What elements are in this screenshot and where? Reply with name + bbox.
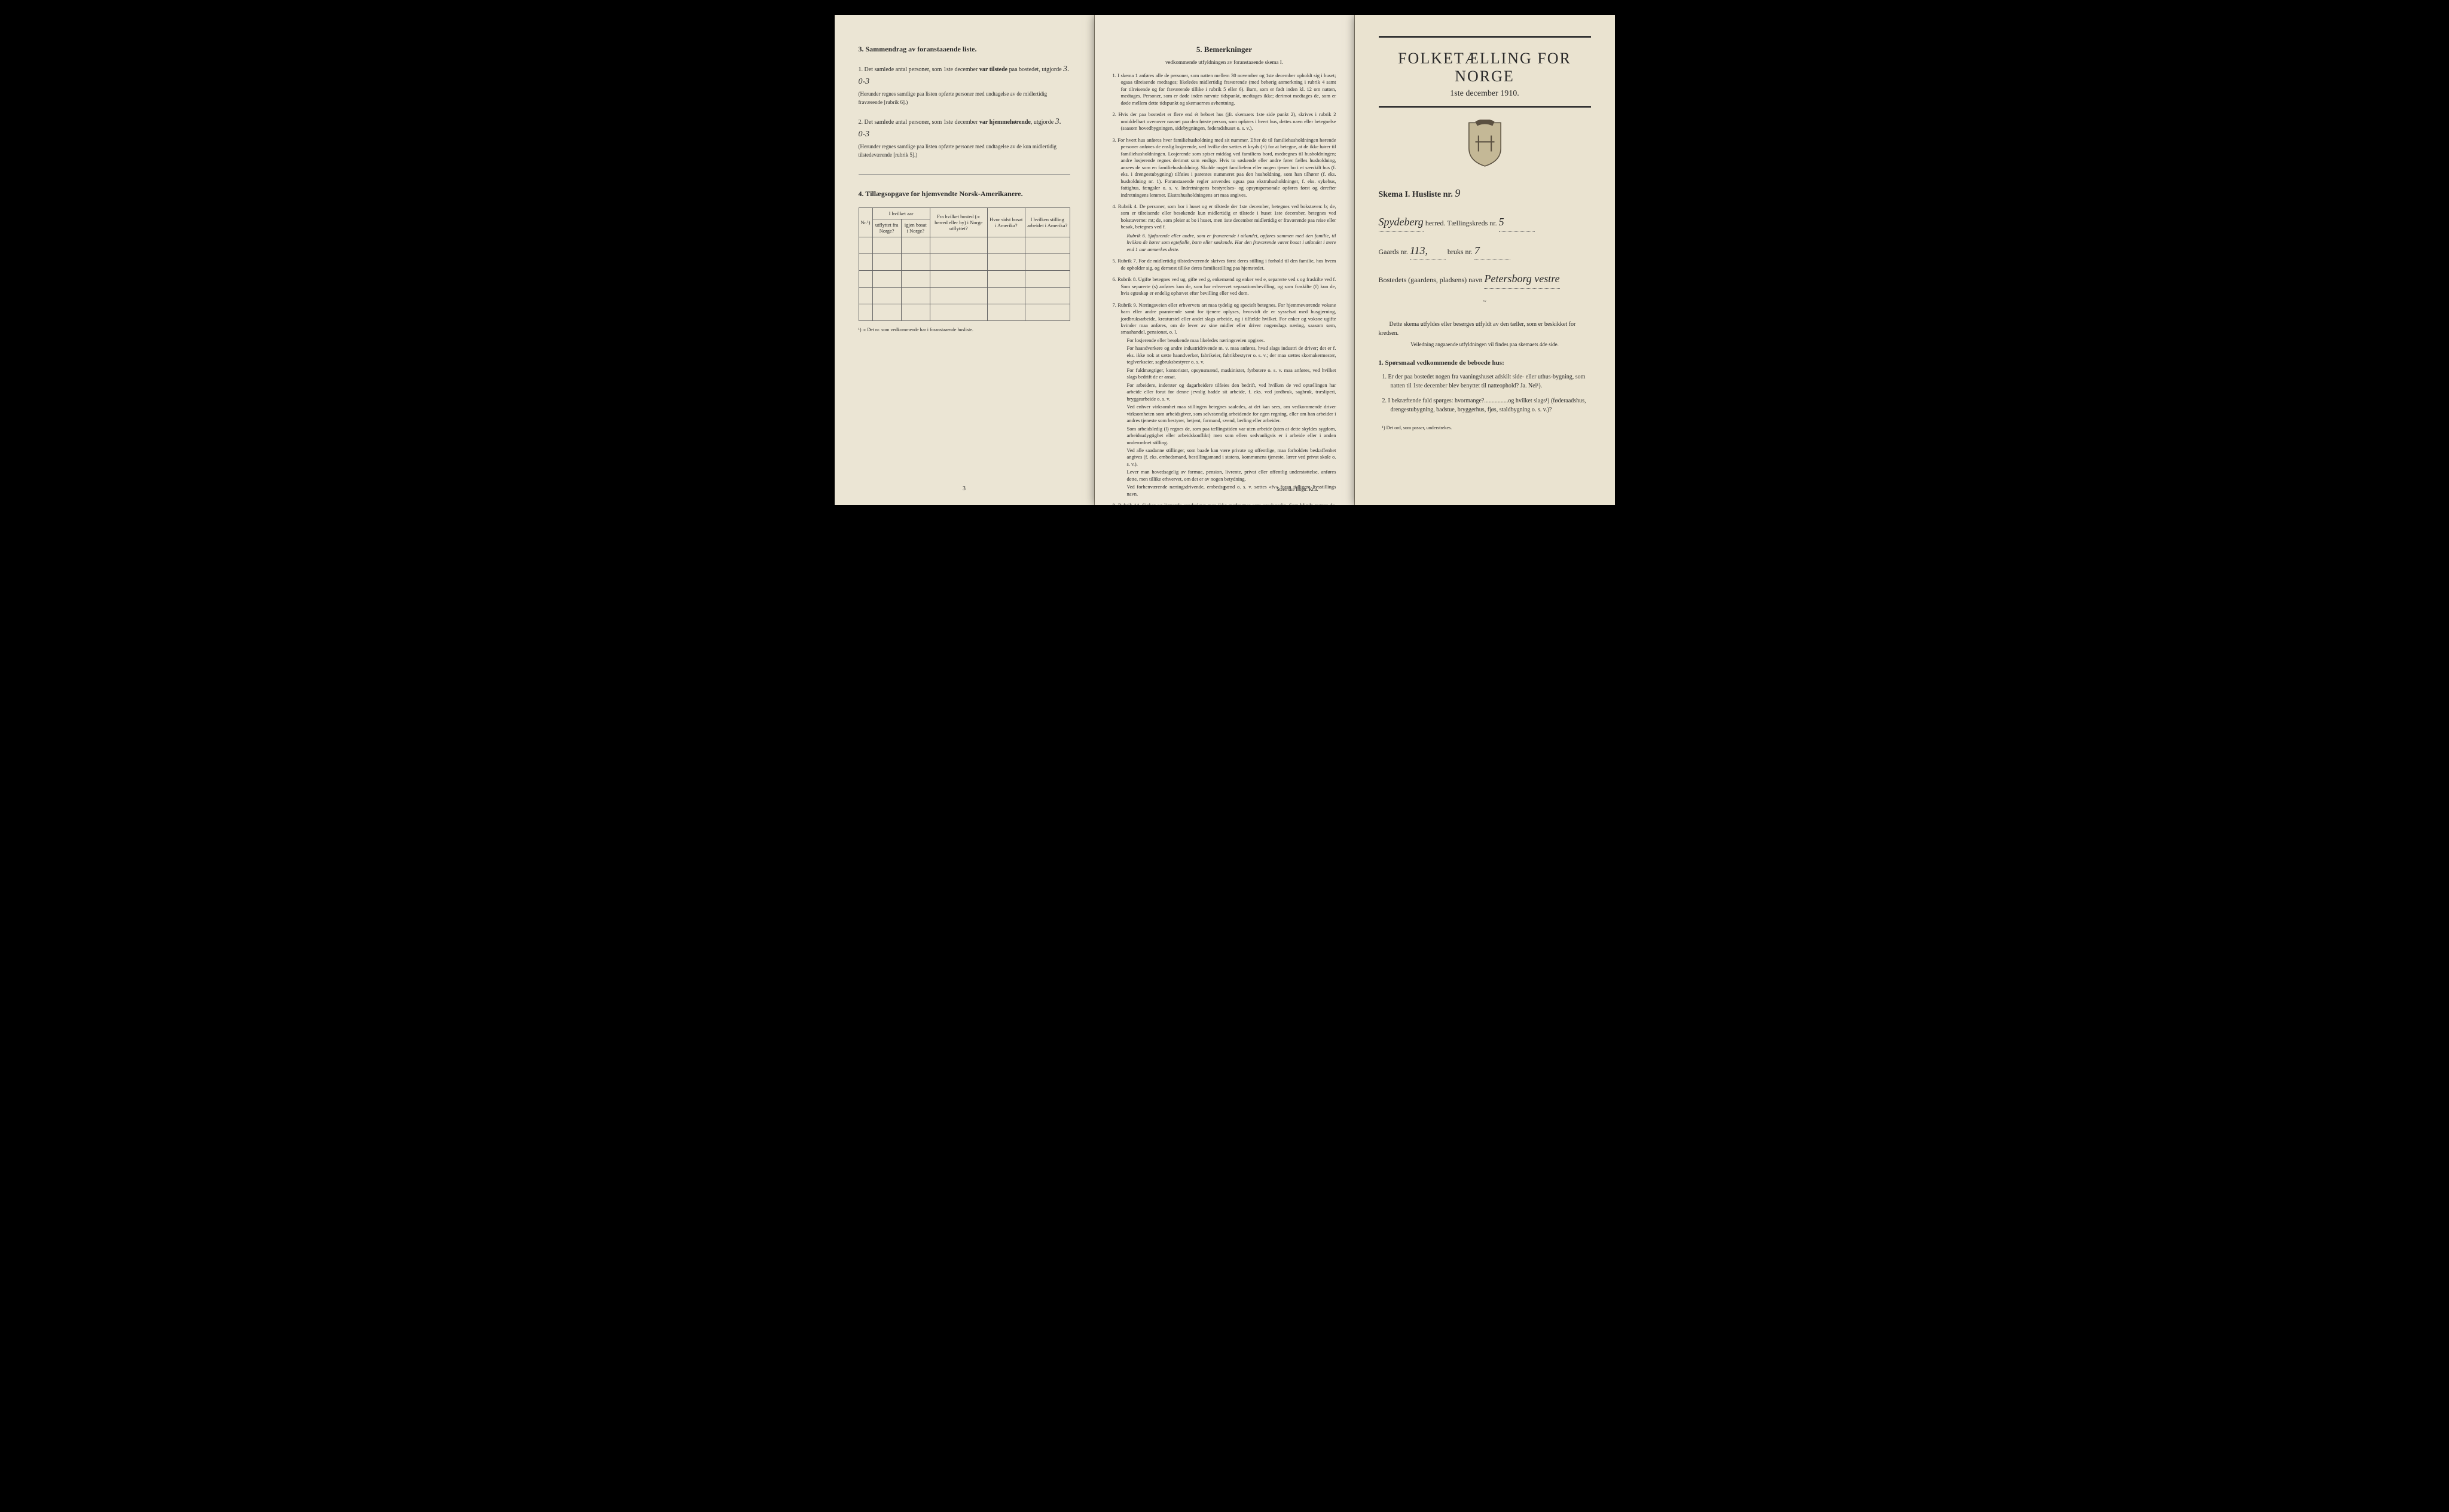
note: (Herunder regnes samtlige paa listen opf…	[859, 143, 1070, 159]
remark-5: 5. Rubrik 7. For de midlertidig tilstede…	[1113, 258, 1336, 271]
printer-mark: Steen'ske Bogtr. Kr.a.	[1277, 487, 1318, 492]
page-number: 3	[963, 485, 966, 492]
page-4: 5. Bemerkninger vedkommende utfyldningen…	[1095, 15, 1355, 505]
text: 4. Rubrik 4. De personer, som bor i huse…	[1113, 203, 1336, 230]
section-4-heading: 4. Tillægsopgave for hjemvendte Norsk-Am…	[859, 190, 1070, 198]
text: , utgjorde	[1031, 119, 1055, 126]
summary-item-1: 1. Det samlede antal personer, som 1ste …	[859, 63, 1070, 106]
guidance-text: Veiledning angaaende utfyldningen vil fi…	[1379, 341, 1591, 347]
subpara: For fuldmægtiger, kontorister, opsynsmæn…	[1121, 367, 1336, 381]
table-row	[859, 270, 1070, 287]
col-header: Fra hvilket bosted (ɔ: herred eller by) …	[930, 208, 987, 237]
question-1: 1. Er der paa bostedet nogen fra vaaning…	[1379, 372, 1591, 390]
text-bold: var hjemmehørende	[979, 119, 1031, 126]
handwritten-value: 9	[1455, 187, 1460, 199]
text: 7. Rubrik 9. Næringsveien eller erhverve…	[1113, 302, 1336, 335]
col-header: utflyttet fra Norge?	[872, 219, 901, 237]
label: bruks nr.	[1448, 248, 1473, 256]
remark-3: 3. For hvert hus anføres hver familiehus…	[1113, 137, 1336, 198]
footnote: ¹) ɔ: Det nr. som vedkommende har i fora…	[859, 327, 1070, 332]
remark-8: 8. Rubrik 14. Sinker og lignende aandssl…	[1113, 502, 1336, 505]
remark-4: 4. Rubrik 4. De personer, som bor i huse…	[1113, 203, 1336, 253]
col-header: Hvor sidst bosat i Amerika?	[987, 208, 1025, 237]
footnote: ¹) Det ord, som passer, understrekes.	[1379, 425, 1591, 430]
herred-line: Spydeberg herred. Tællingskreds nr. 5	[1379, 213, 1591, 232]
handwritten-value: 113,	[1410, 242, 1446, 261]
text: 2. Det samlede antal personer, som 1ste …	[859, 119, 979, 126]
remark-2: 2. Hvis der paa bostedet er flere end ét…	[1113, 111, 1336, 132]
section-5-heading: 5. Bemerkninger	[1113, 45, 1336, 54]
skema-line: Skema I. Husliste nr. 9	[1379, 187, 1591, 200]
section-3-heading: 3. Sammendrag av foranstaaende liste.	[859, 45, 1070, 54]
col-header: I hvilket aar	[872, 208, 930, 219]
page-number: 4	[1223, 485, 1226, 492]
remark-7: 7. Rubrik 9. Næringsveien eller erhverve…	[1113, 302, 1336, 498]
handwritten-value: 7	[1474, 242, 1510, 261]
rule	[1379, 106, 1591, 108]
emigrant-table: Nr.¹) I hvilket aar Fra hvilket bosted (…	[859, 207, 1070, 332]
divider	[859, 174, 1070, 175]
rule	[1379, 36, 1591, 38]
label: herred. Tællingskreds nr.	[1425, 219, 1497, 227]
subpara: For haandverkere og andre industridriven…	[1121, 345, 1336, 365]
handwritten-value: Spydeberg	[1379, 213, 1424, 232]
intro-text: Dette skema utfyldes eller besørges utfy…	[1379, 320, 1591, 338]
rubrik-6: Rubrik 6. Sjøfarende eller andre, som er…	[1121, 233, 1336, 253]
question-2: 2. I bekræftende fald spørges: hvormange…	[1379, 396, 1591, 414]
subpara: Ved enhver virksomhet maa stillingen bet…	[1121, 404, 1336, 424]
table-row	[859, 237, 1070, 253]
table-row	[859, 304, 1070, 320]
remark-1: 1. I skema 1 anføres alle de personer, s…	[1113, 72, 1336, 106]
census-title: FOLKETÆLLING FOR NORGE	[1379, 50, 1591, 85]
handwritten-value: 5	[1499, 213, 1535, 232]
gaard-line: Gaards nr. 113, bruks nr. 7	[1379, 242, 1591, 261]
col-header: igjen bosat i Norge?	[901, 219, 930, 237]
table-row	[859, 287, 1070, 304]
text: 1. Det samlede antal personer, som 1ste …	[859, 66, 979, 73]
subpara: Som arbeidsledig (l) regnes de, som paa …	[1121, 426, 1336, 446]
handwritten-value: Petersborg vestre	[1484, 270, 1559, 289]
label: Bostedets (gaardens, pladsens) navn	[1379, 276, 1483, 284]
page-title: FOLKETÆLLING FOR NORGE 1ste december 191…	[1355, 15, 1615, 505]
remark-6: 6. Rubrik 8. Ugifte betegnes ved ug, gif…	[1113, 276, 1336, 297]
text: paa bostedet, utgjorde	[1007, 66, 1063, 73]
document-scan: 3. Sammendrag av foranstaaende liste. 1.…	[835, 15, 1615, 505]
subpara: Ved alle saadanne stillinger, som baade …	[1121, 447, 1336, 468]
coat-of-arms-icon	[1379, 120, 1591, 169]
text-bold: var tilstede	[979, 66, 1007, 73]
col-header: I hvilken stilling arbeidet i Amerika?	[1025, 208, 1070, 237]
table-row	[859, 253, 1070, 270]
census-date: 1ste december 1910.	[1379, 89, 1591, 99]
question-heading: 1. Spørsmaal vedkommende de beboede hus:	[1379, 359, 1591, 366]
label: Gaards nr.	[1379, 248, 1408, 256]
label: Skema I. Husliste nr.	[1379, 190, 1453, 199]
bosted-line: Bostedets (gaardens, pladsens) navn Pete…	[1379, 270, 1591, 289]
page-3: 3. Sammendrag av foranstaaende liste. 1.…	[835, 15, 1095, 505]
subtitle: vedkommende utfyldningen av foranstaaend…	[1113, 59, 1336, 65]
summary-item-2: 2. Det samlede antal personer, som 1ste …	[859, 115, 1070, 159]
subpara: Lever man hovedsagelig av formue, pensio…	[1121, 469, 1336, 482]
ornament: ~	[1379, 298, 1591, 305]
col-header: Nr.¹)	[859, 208, 872, 237]
subpara: For losjerende eller besøkende maa likel…	[1121, 337, 1336, 344]
subpara: For arbeidere, inderster og dagarbeidere…	[1121, 382, 1336, 402]
note: (Herunder regnes samtlige paa listen opf…	[859, 90, 1070, 106]
